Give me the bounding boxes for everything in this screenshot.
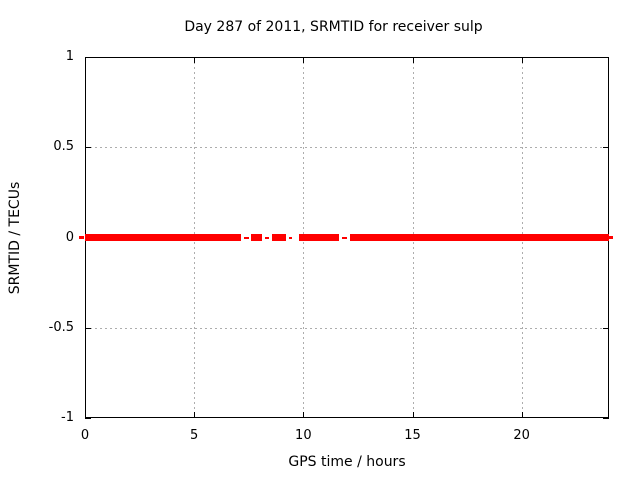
y-tick-mark: [85, 57, 91, 58]
x-tick-mark: [303, 412, 304, 418]
chart-title: Day 287 of 2011, SRMTID for receiver sul…: [184, 19, 483, 35]
y-gridline: [85, 147, 609, 149]
x-axis-label: GPS time / hours: [288, 454, 406, 470]
data-segment-thin: [244, 236, 249, 239]
y-tick-label: -0.5: [48, 319, 74, 335]
x-tick-label: 5: [190, 428, 199, 443]
x-tick-label: 0: [80, 428, 90, 443]
x-tick-mark: [85, 57, 86, 63]
data-segment: [350, 234, 609, 241]
x-tick-mark: [194, 412, 195, 418]
y-tick-mark: [85, 147, 91, 148]
x-tick-mark: [413, 57, 414, 63]
y-tick-mark: [85, 418, 91, 419]
y-tick-mark: [603, 328, 609, 329]
y-gridline: [85, 327, 609, 329]
data-segment-thin: [289, 236, 293, 239]
x-tick-label: 20: [513, 428, 530, 443]
y-tick-mark: [85, 328, 91, 329]
y-tick-label: -1: [61, 410, 74, 425]
x-tick-mark: [413, 412, 414, 418]
x-tick-label: 15: [404, 428, 421, 443]
y-tick-mark: [603, 57, 609, 58]
data-edge-point: [609, 236, 613, 239]
data-segment: [298, 234, 340, 241]
y-tick-mark: [603, 418, 609, 419]
data-segment: [250, 234, 262, 241]
y-tick-label: 1: [65, 49, 74, 64]
x-tick-mark: [85, 412, 86, 418]
x-tick-mark: [194, 57, 195, 63]
x-tick-mark: [522, 57, 523, 63]
y-tick-label: 0.5: [53, 139, 74, 155]
data-edge-point: [78, 236, 84, 239]
x-tick-mark: [303, 57, 304, 63]
data-segment: [271, 234, 286, 241]
y-tick-mark: [603, 147, 609, 148]
x-tick-label: 10: [295, 428, 312, 443]
y-tick-label: 0: [65, 229, 74, 245]
x-tick-mark: [522, 412, 523, 418]
data-segment-thin: [265, 236, 270, 239]
data-segment-thin: [341, 236, 347, 239]
data-segment: [85, 234, 242, 241]
